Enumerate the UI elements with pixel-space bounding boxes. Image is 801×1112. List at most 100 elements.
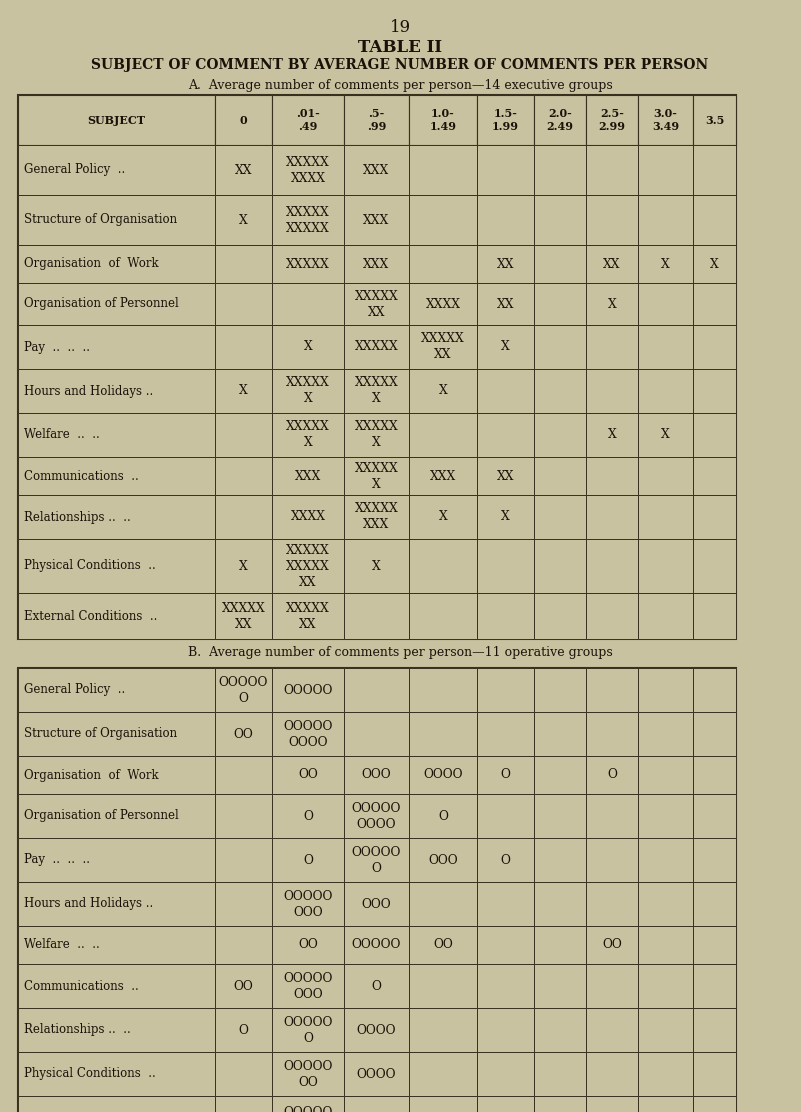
Bar xyxy=(18,145,215,195)
Bar xyxy=(344,369,409,413)
Text: 0: 0 xyxy=(239,115,248,126)
Bar xyxy=(693,756,736,794)
Text: OOOOO
O: OOOOO O xyxy=(284,1106,332,1112)
Text: XX: XX xyxy=(497,258,514,270)
Bar xyxy=(344,838,409,882)
Bar xyxy=(215,369,272,413)
Bar xyxy=(409,539,477,593)
Bar xyxy=(693,145,736,195)
Text: Structure of Organisation: Structure of Organisation xyxy=(24,214,177,227)
Text: 1.5-
1.99: 1.5- 1.99 xyxy=(492,108,519,132)
Bar xyxy=(477,756,534,794)
Bar xyxy=(344,926,409,964)
Text: OO: OO xyxy=(234,727,253,741)
Bar xyxy=(18,1052,215,1096)
Text: Welfare  ..  ..: Welfare .. .. xyxy=(24,428,100,441)
Bar xyxy=(215,668,272,712)
Text: X: X xyxy=(439,510,448,524)
Bar xyxy=(409,457,477,495)
Text: X: X xyxy=(608,428,617,441)
Bar xyxy=(272,882,344,926)
Bar xyxy=(344,195,409,245)
Bar xyxy=(409,964,477,1007)
Text: OOOO: OOOO xyxy=(423,768,463,782)
Bar xyxy=(586,593,638,639)
Bar xyxy=(344,668,409,712)
Bar xyxy=(586,195,638,245)
Text: O: O xyxy=(239,1023,248,1036)
Bar xyxy=(344,539,409,593)
Bar xyxy=(18,668,215,712)
Bar xyxy=(409,838,477,882)
Bar xyxy=(693,838,736,882)
Bar xyxy=(272,964,344,1007)
Bar xyxy=(638,369,693,413)
Bar xyxy=(409,413,477,457)
Bar xyxy=(215,325,272,369)
Bar xyxy=(409,882,477,926)
Text: XXXXX: XXXXX xyxy=(355,340,398,354)
Bar xyxy=(586,882,638,926)
Bar xyxy=(586,145,638,195)
Bar xyxy=(693,245,736,282)
Bar xyxy=(409,1096,477,1112)
Bar xyxy=(534,838,586,882)
Bar xyxy=(638,794,693,838)
Text: Hours and Holidays ..: Hours and Holidays .. xyxy=(24,385,153,397)
Bar xyxy=(586,325,638,369)
Bar xyxy=(586,964,638,1007)
Bar xyxy=(344,245,409,282)
Bar xyxy=(344,1007,409,1052)
Bar xyxy=(693,964,736,1007)
Bar xyxy=(409,282,477,325)
Bar xyxy=(586,539,638,593)
Text: O: O xyxy=(438,810,448,823)
Bar xyxy=(344,413,409,457)
Text: B.  Average number of comments per person—11 operative groups: B. Average number of comments per person… xyxy=(187,646,613,659)
Bar xyxy=(693,926,736,964)
Bar xyxy=(409,325,477,369)
Bar xyxy=(534,539,586,593)
Bar xyxy=(586,245,638,282)
Text: O: O xyxy=(372,980,381,993)
Bar xyxy=(534,1052,586,1096)
Text: XXXXX
XX: XXXXX XX xyxy=(355,289,398,318)
Bar xyxy=(272,369,344,413)
Text: XXXXX
XXXX: XXXXX XXXX xyxy=(286,156,330,185)
Bar xyxy=(409,756,477,794)
Bar xyxy=(693,668,736,712)
Text: Welfare  ..  ..: Welfare .. .. xyxy=(24,939,100,952)
Bar xyxy=(638,457,693,495)
Bar xyxy=(693,1096,736,1112)
Bar xyxy=(534,245,586,282)
Text: XX: XX xyxy=(235,163,252,177)
Bar xyxy=(215,712,272,756)
Text: OOOO: OOOO xyxy=(356,1068,396,1081)
Bar xyxy=(693,794,736,838)
Bar xyxy=(18,882,215,926)
Bar xyxy=(534,325,586,369)
Text: X: X xyxy=(710,258,718,270)
Bar xyxy=(18,195,215,245)
Bar xyxy=(409,668,477,712)
Text: OO: OO xyxy=(602,939,622,952)
Bar xyxy=(272,756,344,794)
Bar xyxy=(586,282,638,325)
Bar xyxy=(272,1007,344,1052)
Bar xyxy=(18,325,215,369)
Bar xyxy=(693,1052,736,1096)
Bar xyxy=(272,668,344,712)
Text: OOO: OOO xyxy=(429,854,458,866)
Bar xyxy=(638,1096,693,1112)
Bar xyxy=(215,964,272,1007)
Bar xyxy=(534,794,586,838)
Bar xyxy=(534,282,586,325)
Text: X: X xyxy=(239,385,248,397)
Text: 19: 19 xyxy=(389,19,411,36)
Bar xyxy=(409,195,477,245)
Bar xyxy=(18,964,215,1007)
Bar xyxy=(215,593,272,639)
Bar xyxy=(693,457,736,495)
Text: XXXXX
X: XXXXX X xyxy=(286,377,330,406)
Bar xyxy=(215,794,272,838)
